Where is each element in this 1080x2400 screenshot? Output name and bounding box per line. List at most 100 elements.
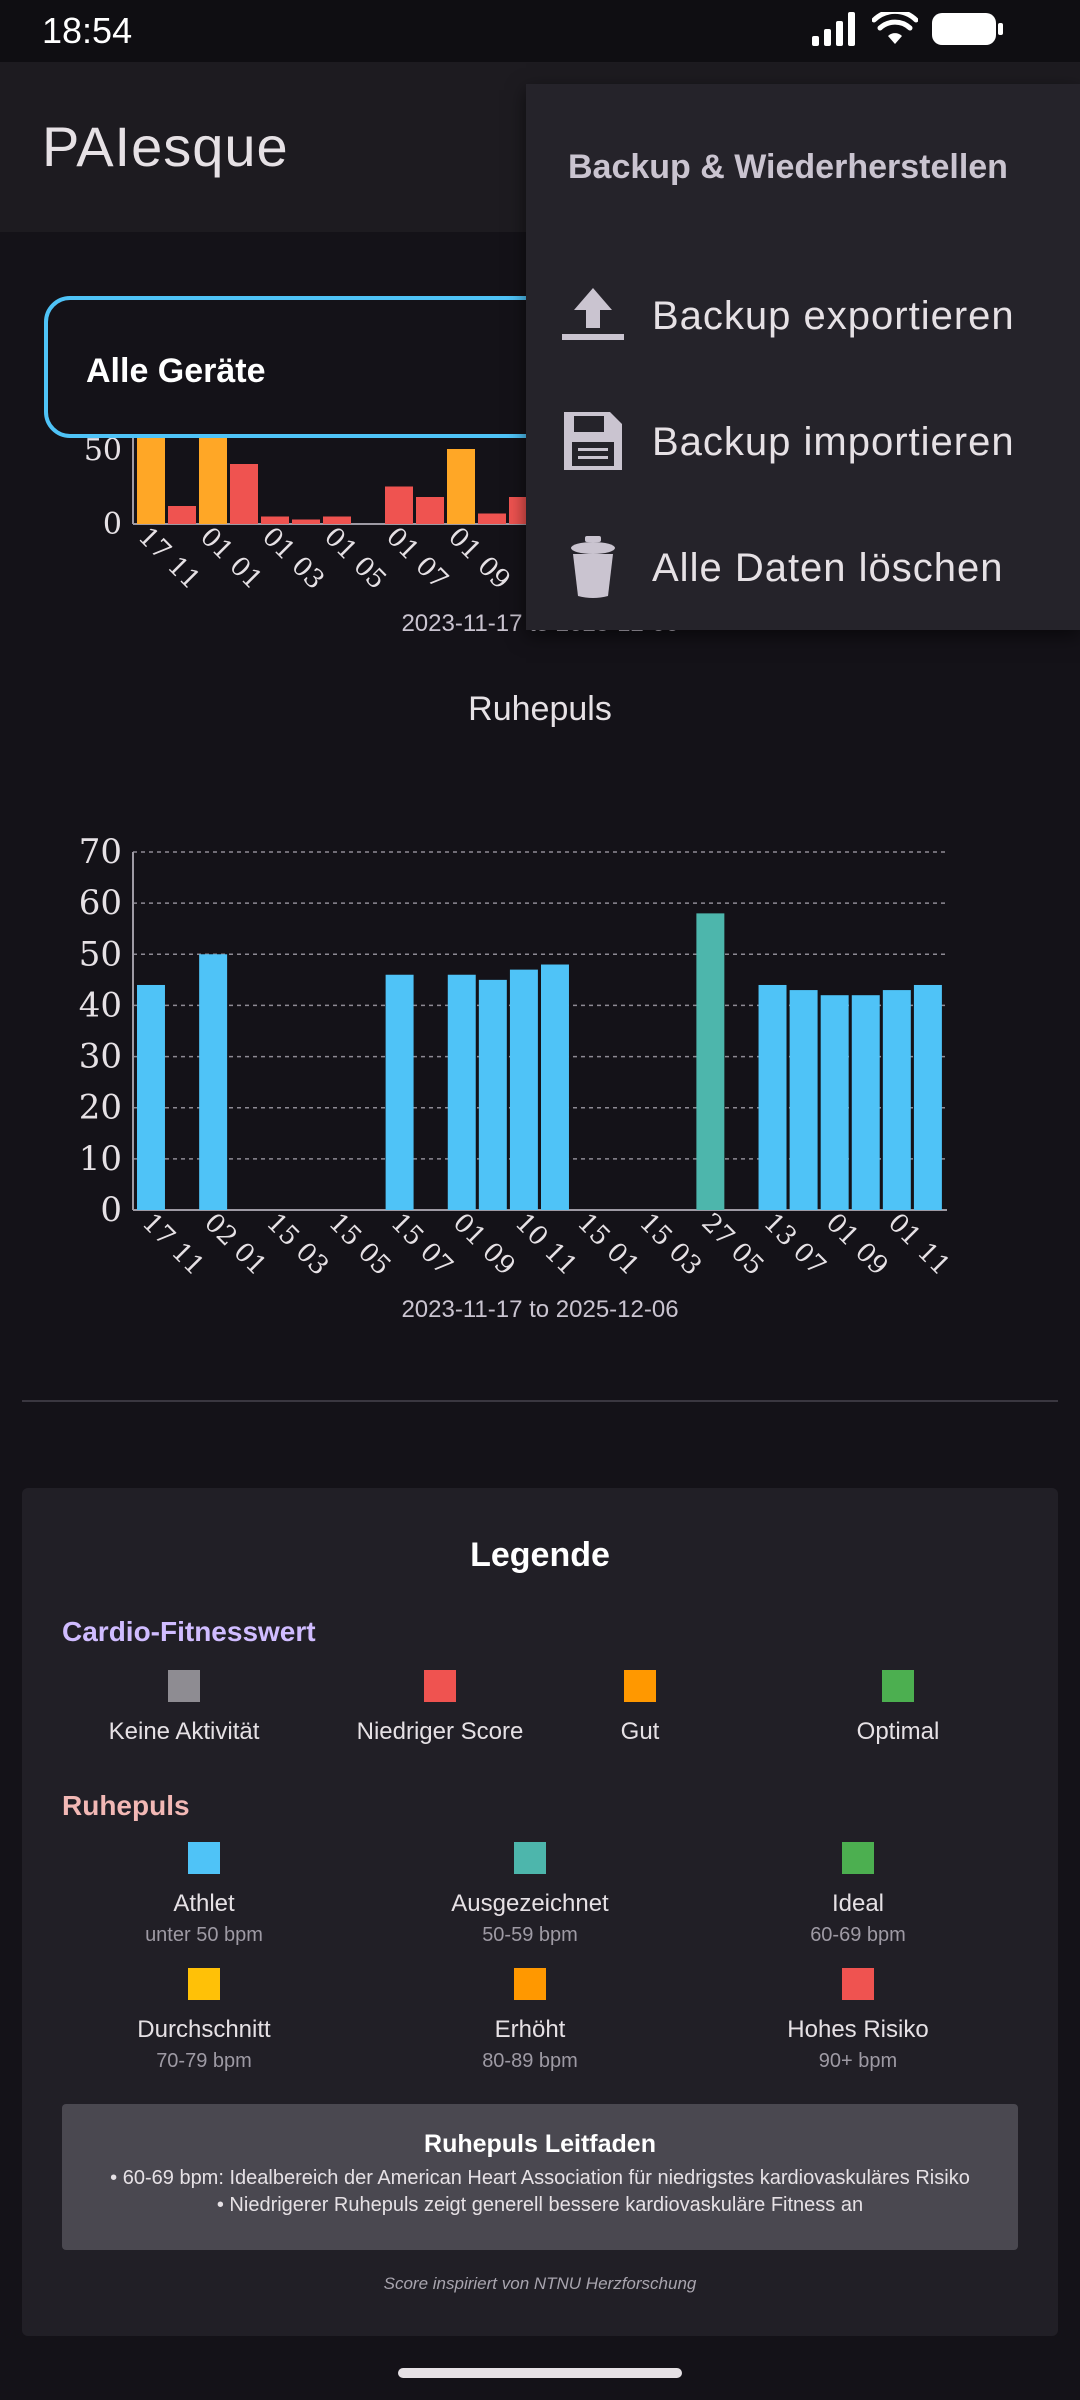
rest-y-tick-label: 30 xyxy=(79,1037,122,1077)
legend-title: Legende xyxy=(470,1536,610,1574)
rest-bar[interactable] xyxy=(789,990,818,1210)
legend-label: Hohes Risiko xyxy=(787,2016,929,2043)
legend-label: Optimal xyxy=(856,1718,940,1745)
legend-sub: 60-69 bpm xyxy=(810,1924,906,1946)
rest-bar[interactable] xyxy=(696,913,725,1210)
legend-sub: 70-79 bpm xyxy=(156,2050,252,2072)
rest-bar[interactable] xyxy=(882,990,911,1210)
rest-x-tick-label: 01 09 xyxy=(447,1208,521,1282)
cardio-bar[interactable] xyxy=(447,449,475,524)
legend-label: Athlet xyxy=(173,1890,235,1917)
legend-item-high-risk: Hohes Risiko 90+ bpm xyxy=(778,1968,938,2073)
legend-swatch xyxy=(188,1968,220,2000)
status-bar: 18:54 xyxy=(0,0,1080,62)
cardio-bar[interactable] xyxy=(230,464,258,524)
legend-item-average: Durchschnitt 70-79 bpm xyxy=(114,1968,294,2073)
guide-line: • Niedrigerer Ruhepuls zeigt generell be… xyxy=(216,2194,864,2216)
legend-item-elevated: Erhöht 80-89 bpm xyxy=(430,1968,630,2073)
signal-icon xyxy=(812,12,855,46)
menu-item-label: Backup exportieren xyxy=(652,294,1015,338)
rest-bar[interactable] xyxy=(913,984,942,1210)
cardio-bar[interactable] xyxy=(199,434,227,524)
app-title: PAIesque xyxy=(42,115,289,178)
legend-label: Ausgezeichnet xyxy=(451,1890,609,1917)
rest-y-tick-label: 50 xyxy=(79,934,122,974)
rest-bar[interactable] xyxy=(851,995,880,1210)
divider xyxy=(22,1400,1058,1402)
rest-bar[interactable] xyxy=(447,974,476,1210)
rest-y-tick-label: 60 xyxy=(79,883,122,923)
legend-cardio-heading: Cardio-Fitnesswert xyxy=(62,1616,316,1647)
rest-x-tick-label: 15 03 xyxy=(633,1208,707,1282)
legend-card: Legende Cardio-Fitnesswert Keine Aktivit… xyxy=(22,1488,1058,2336)
cardio-y-tick-label: 0 xyxy=(103,507,122,542)
cardio-bar[interactable] xyxy=(478,513,506,525)
rest-x-tick-label: 15 03 xyxy=(260,1208,334,1282)
rest-date-range: 2023-11-17 to 2025-12-06 xyxy=(401,1296,679,1323)
delete-icon xyxy=(571,536,615,598)
cardio-bar[interactable] xyxy=(323,516,351,525)
rest-chart-title: Ruhepuls xyxy=(468,690,612,728)
legend-item-optimal: Optimal xyxy=(828,1670,968,1746)
menu-item-import[interactable]: Backup importieren xyxy=(526,378,1080,504)
cardio-bar[interactable] xyxy=(292,519,320,525)
battery-icon xyxy=(932,13,1003,45)
rest-y-tick-label: 10 xyxy=(79,1139,122,1179)
footnote: Score inspiriert von NTNU Herzforschung xyxy=(383,2274,697,2293)
rest-x-tick-label: 10 11 xyxy=(509,1208,583,1282)
menu-item-delete[interactable]: Alle Daten löschen xyxy=(526,504,1080,630)
legend-label: Durchschnitt xyxy=(137,2016,271,2043)
cardio-bar[interactable] xyxy=(137,434,165,524)
legend-label: Keine Aktivität xyxy=(108,1718,260,1745)
menu-item-export[interactable]: Backup exportieren xyxy=(526,252,1080,378)
legend-swatch xyxy=(514,1842,546,1874)
legend-item-ideal: Ideal 60-69 bpm xyxy=(778,1842,938,1947)
cardio-x-tick-label: 01 07 xyxy=(380,522,454,596)
device-selector-value: Alle Geräte xyxy=(86,352,266,390)
menu-item-label: Backup importieren xyxy=(652,420,1015,464)
guide-box: Ruhepuls Leitfaden • 60-69 bpm: Idealber… xyxy=(62,2104,1018,2250)
rest-y-tick-label: 40 xyxy=(79,985,122,1025)
cardio-x-tick-label: 01 09 xyxy=(442,522,516,596)
cardio-x-tick-label: 01 05 xyxy=(318,522,392,596)
cardio-bar[interactable] xyxy=(385,486,413,525)
rest-y-tick-label: 20 xyxy=(79,1088,122,1128)
legend-item-no-activity: Keine Aktivität xyxy=(94,1670,274,1746)
legend-label: Niedriger Score xyxy=(356,1718,524,1745)
rest-bar[interactable] xyxy=(541,964,569,1210)
menu-item-label: Alle Daten löschen xyxy=(652,546,1004,590)
rest-bar[interactable] xyxy=(478,979,507,1210)
rest-bar[interactable] xyxy=(758,984,787,1210)
legend-swatch xyxy=(168,1670,200,1702)
guide-title: Ruhepuls Leitfaden xyxy=(424,2130,656,2158)
legend-item-good: Gut xyxy=(590,1670,690,1746)
cardio-bar[interactable] xyxy=(261,516,289,525)
rest-bar[interactable] xyxy=(199,954,228,1210)
cardio-bar[interactable] xyxy=(168,506,196,524)
cardio-x-tick-label: 01 01 xyxy=(194,522,268,596)
rest-y-tick-label: 0 xyxy=(100,1190,122,1230)
menu-header: Backup & Wiederherstellen xyxy=(568,148,1008,186)
rest-x-tick-label: 27 05 xyxy=(695,1208,769,1282)
legend-swatch xyxy=(514,1968,546,2000)
cardio-x-tick-label: 17 11 xyxy=(132,522,206,596)
home-indicator[interactable] xyxy=(398,2368,682,2378)
rest-bar[interactable] xyxy=(385,974,414,1210)
rest-bar[interactable] xyxy=(820,995,849,1210)
legend-sub: unter 50 bpm xyxy=(145,1924,263,1946)
legend-swatch xyxy=(842,1842,874,1874)
legend-item-athlete: Athlet unter 50 bpm xyxy=(114,1842,294,1947)
rest-bar[interactable] xyxy=(509,969,538,1210)
status-icons xyxy=(812,12,1004,46)
legend-swatch xyxy=(842,1968,874,2000)
rest-x-tick-label: 13 07 xyxy=(758,1208,832,1282)
legend-item-excellent: Ausgezeichnet 50-59 bpm xyxy=(430,1842,630,1947)
legend-swatch xyxy=(188,1842,220,1874)
rest-y-tick-label: 70 xyxy=(79,832,122,872)
cardio-bar[interactable] xyxy=(416,497,444,524)
rest-bar[interactable] xyxy=(137,984,165,1210)
rest-x-tick-label: 01 11 xyxy=(882,1208,956,1282)
rest-x-tick-label: 17 11 xyxy=(136,1208,210,1282)
